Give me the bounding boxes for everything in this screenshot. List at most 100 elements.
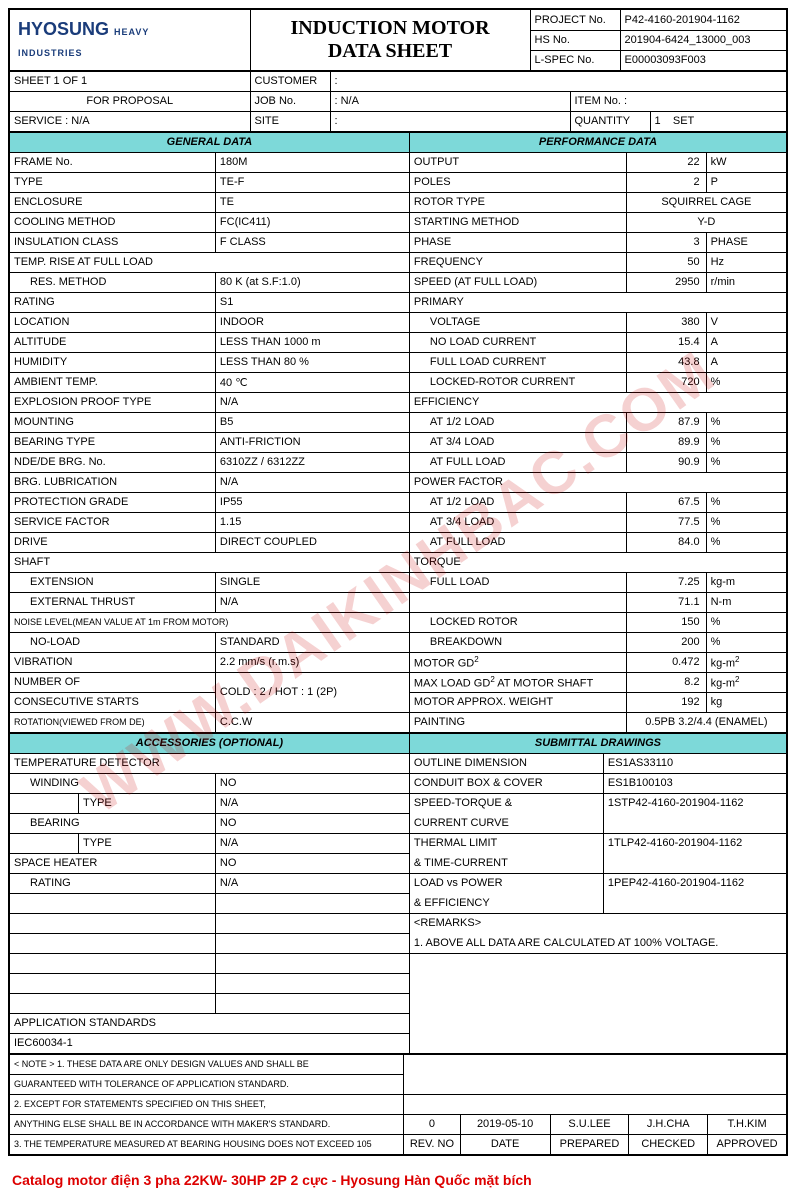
acc-sub-table: ACCESSORIES (OPTIONAL) SUBMITTAL DRAWING… <box>10 733 786 1054</box>
paint-lbl: PAINTING <box>409 712 626 732</box>
gd-val: 0.472 <box>626 652 706 672</box>
info-table: SHEET 1 OF 1 CUSTOMER : FOR PROPOSAL JOB… <box>10 71 786 132</box>
pffl-lbl: AT FULL LOAD <box>409 532 626 552</box>
blank-row <box>10 973 215 993</box>
tl-val: 1TLP42-4160-201904-1162 <box>603 833 786 853</box>
res-lbl: RES. METHOD <box>10 272 215 292</box>
revdate-lbl: DATE <box>460 1134 550 1154</box>
cool-lbl: COOLING METHOD <box>10 212 215 232</box>
lub-lbl: BRG. LUBRICATION <box>10 472 215 492</box>
app-val: IEC60034-1 <box>10 1033 409 1053</box>
output-unit: kW <box>706 152 786 172</box>
eff34-val: 89.9 <box>626 432 706 452</box>
sf-val: 1.15 <box>215 512 409 532</box>
hum-val: LESS THAN 80 % <box>215 352 409 372</box>
loc-val: INDOOR <box>215 312 409 332</box>
qty-val: 1 SET <box>650 111 786 131</box>
rev-date: 2019-05-10 <box>460 1114 550 1134</box>
nlc-unit: A <box>706 332 786 352</box>
gd-lbl: MOTOR GD2 <box>409 652 626 672</box>
btype-val: N/A <box>215 833 409 853</box>
site-val: : <box>330 111 570 131</box>
sec-sub: SUBMITTAL DRAWINGS <box>409 733 786 753</box>
ins-lbl: INSULATION CLASS <box>10 232 215 252</box>
note-3: 2. EXCEPT FOR STATEMENTS SPECIFIED ON TH… <box>10 1094 404 1114</box>
pf12-val: 67.5 <box>626 492 706 512</box>
blank-row <box>10 933 215 953</box>
rot-val: C.C.W <box>215 712 409 732</box>
weight-unit: kg <box>706 692 786 712</box>
prot-val: IP55 <box>215 492 409 512</box>
tfl-lbl: FULL LOAD <box>409 572 626 592</box>
blank-row <box>10 913 215 933</box>
starts-lbl1: NUMBER OF <box>10 672 215 692</box>
sec-general: GENERAL DATA <box>10 132 409 152</box>
weight-val: 192 <box>626 692 706 712</box>
volt-lbl: VOLTAGE <box>409 312 626 332</box>
poles-val: 2 <box>626 172 706 192</box>
abear-lbl: BEARING <box>10 813 215 833</box>
start-lbl: STARTING METHOD <box>409 212 626 232</box>
sh-lbl: SPACE HEATER <box>10 853 215 873</box>
gd-unit: kg-m2 <box>706 652 786 672</box>
footer-table: < NOTE > 1. THESE DATA ARE ONLY DESIGN V… <box>10 1054 786 1155</box>
qty-lbl: QUANTITY <box>570 111 650 131</box>
service: SERVICE : N/A <box>10 111 250 131</box>
lspec-val: E00003093F003 <box>620 50 786 70</box>
job-lbl: JOB No. <box>250 91 330 111</box>
vib-lbl: VIBRATION <box>10 652 215 672</box>
note-5: 3. THE TEMPERATURE MEASURED AT BEARING H… <box>10 1134 404 1154</box>
flc-val: 43.8 <box>626 352 706 372</box>
rev-appr: T.H.KIM <box>708 1114 786 1134</box>
btype-lbl: TYPE <box>78 833 215 853</box>
pf-lbl: POWER FACTOR <box>409 472 786 492</box>
tfl-val: 7.25 <box>626 572 706 592</box>
enc-val: TE <box>215 192 409 212</box>
revappr-lbl: APPROVED <box>708 1134 786 1154</box>
remarks-lbl: <REMARKS> <box>409 913 786 933</box>
vib-val: 2.2 mm/s (r.m.s) <box>215 652 409 672</box>
pf12-lbl: AT 1/2 LOAD <box>409 492 626 512</box>
res-val: 80 K (at S.F:1.0) <box>215 272 409 292</box>
tfl-unit: kg-m <box>706 572 786 592</box>
tbd-val: 200 <box>626 632 706 652</box>
phase-unit: PHASE <box>706 232 786 252</box>
tlr-lbl: LOCKED ROTOR <box>409 612 626 632</box>
nlc-lbl: NO LOAD CURRENT <box>409 332 626 352</box>
alt-val: LESS THAN 1000 m <box>215 332 409 352</box>
proposal: FOR PROPOSAL <box>10 91 250 111</box>
lrc-lbl: LOCKED-ROTOR CURRENT <box>409 372 626 392</box>
note-2: GUARANTEED WITH TOLERANCE OF APPLICATION… <box>10 1074 404 1094</box>
wind-lbl: WINDING <box>10 773 215 793</box>
alt-lbl: ALTITUDE <box>10 332 215 352</box>
stc-lbl1: SPEED-TORQUE & <box>409 793 603 813</box>
eff12-val: 87.9 <box>626 412 706 432</box>
rev-prep: S.U.LEE <box>550 1114 629 1134</box>
tnm-unit: N-m <box>706 592 786 612</box>
output-val: 22 <box>626 152 706 172</box>
tl-lbl1: THERMAL LIMIT <box>409 833 603 853</box>
revprep-lbl: PREPARED <box>550 1134 629 1154</box>
start-val: Y-D <box>626 212 786 232</box>
pffl-val: 84.0 <box>626 532 706 552</box>
frame-lbl: FRAME No. <box>10 152 215 172</box>
site-lbl: SITE <box>250 111 330 131</box>
tnm-lbl <box>409 592 626 612</box>
nde-lbl: NDE/DE BRG. No. <box>10 452 215 472</box>
caption: Catalog motor điện 3 pha 22KW- 30HP 2P 2… <box>0 1164 796 1196</box>
poles-lbl: POLES <box>409 172 626 192</box>
noload-val: STANDARD <box>215 632 409 652</box>
mount-val: B5 <box>215 412 409 432</box>
tnm-val: 71.1 <box>626 592 706 612</box>
revcheck-lbl: CHECKED <box>629 1134 708 1154</box>
abear-val: NO <box>215 813 409 833</box>
rotor-val: SQUIRREL CAGE <box>626 192 786 212</box>
rev-no: 0 <box>404 1114 460 1134</box>
pf34-val: 77.5 <box>626 512 706 532</box>
pf34-lbl: AT 3/4 LOAD <box>409 512 626 532</box>
primary-lbl: PRIMARY <box>409 292 786 312</box>
lrc-val: 720 <box>626 372 706 392</box>
eff-lbl: EFFICIENCY <box>409 392 786 412</box>
eff34-unit: % <box>706 432 786 452</box>
bear-val: ANTI-FRICTION <box>215 432 409 452</box>
